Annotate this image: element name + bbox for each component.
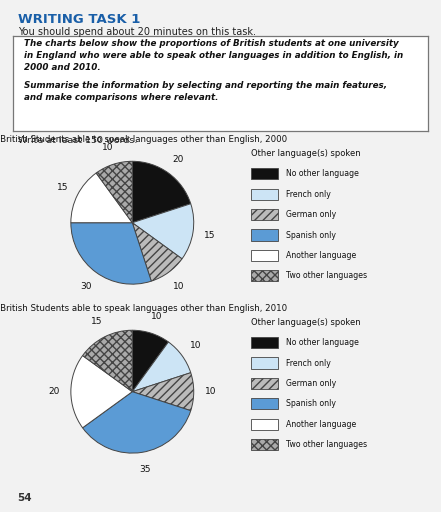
Text: 20: 20	[173, 155, 184, 164]
Text: French only: French only	[286, 189, 331, 199]
Wedge shape	[132, 161, 191, 223]
Text: French only: French only	[286, 358, 331, 368]
Wedge shape	[71, 355, 132, 428]
Text: Two other languages: Two other languages	[286, 271, 367, 281]
Text: 15: 15	[56, 182, 68, 191]
FancyBboxPatch shape	[250, 439, 278, 451]
Text: No other language: No other language	[286, 169, 359, 178]
Text: 54: 54	[18, 493, 32, 503]
Wedge shape	[82, 330, 132, 392]
Text: No other language: No other language	[286, 338, 359, 347]
Wedge shape	[132, 373, 194, 411]
Text: 10: 10	[190, 341, 202, 350]
FancyBboxPatch shape	[250, 419, 278, 430]
Wedge shape	[82, 392, 191, 453]
Title: % of British Students able to speak languages other than English, 2010: % of British Students able to speak lang…	[0, 304, 287, 313]
Wedge shape	[132, 330, 168, 392]
Text: Two other languages: Two other languages	[286, 440, 367, 450]
Text: Write at least 150 words.: Write at least 150 words.	[18, 136, 137, 145]
Text: German only: German only	[286, 210, 336, 219]
FancyBboxPatch shape	[250, 168, 278, 179]
Text: Other language(s) spoken: Other language(s) spoken	[250, 318, 360, 327]
FancyBboxPatch shape	[250, 270, 278, 282]
FancyBboxPatch shape	[250, 188, 278, 200]
Text: German only: German only	[286, 379, 336, 388]
Wedge shape	[96, 161, 132, 223]
FancyBboxPatch shape	[250, 250, 278, 261]
Text: 10: 10	[173, 282, 184, 291]
Text: Another language: Another language	[286, 420, 356, 429]
FancyBboxPatch shape	[250, 398, 278, 410]
Text: 10: 10	[151, 312, 162, 322]
Text: Spanish only: Spanish only	[286, 230, 336, 240]
FancyBboxPatch shape	[250, 209, 278, 220]
Text: WRITING TASK 1: WRITING TASK 1	[18, 13, 140, 26]
FancyBboxPatch shape	[250, 229, 278, 241]
Text: Other language(s) spoken: Other language(s) spoken	[250, 149, 360, 158]
FancyBboxPatch shape	[250, 378, 278, 389]
FancyBboxPatch shape	[250, 357, 278, 369]
Text: Another language: Another language	[286, 251, 356, 260]
Title: % of British Students able to speak languages other than English, 2000: % of British Students able to speak lang…	[0, 135, 287, 144]
Text: You should spend about 20 minutes on this task.: You should spend about 20 minutes on thi…	[18, 27, 256, 37]
Text: 15: 15	[204, 230, 216, 240]
Text: 10: 10	[102, 143, 114, 153]
Text: 20: 20	[48, 387, 60, 396]
Wedge shape	[71, 223, 151, 284]
Text: 35: 35	[139, 465, 150, 474]
FancyBboxPatch shape	[250, 337, 278, 348]
Text: 15: 15	[91, 317, 102, 326]
Wedge shape	[132, 223, 182, 281]
Text: The charts below show the proportions of British students at one university
in E: The charts below show the proportions of…	[24, 39, 403, 72]
Wedge shape	[132, 204, 194, 259]
Text: 30: 30	[80, 282, 92, 291]
Wedge shape	[132, 342, 191, 392]
Wedge shape	[71, 173, 132, 223]
Text: Summarise the information by selecting and reporting the main features,
and make: Summarise the information by selecting a…	[24, 81, 387, 102]
Text: 10: 10	[205, 387, 217, 396]
Text: Spanish only: Spanish only	[286, 399, 336, 409]
